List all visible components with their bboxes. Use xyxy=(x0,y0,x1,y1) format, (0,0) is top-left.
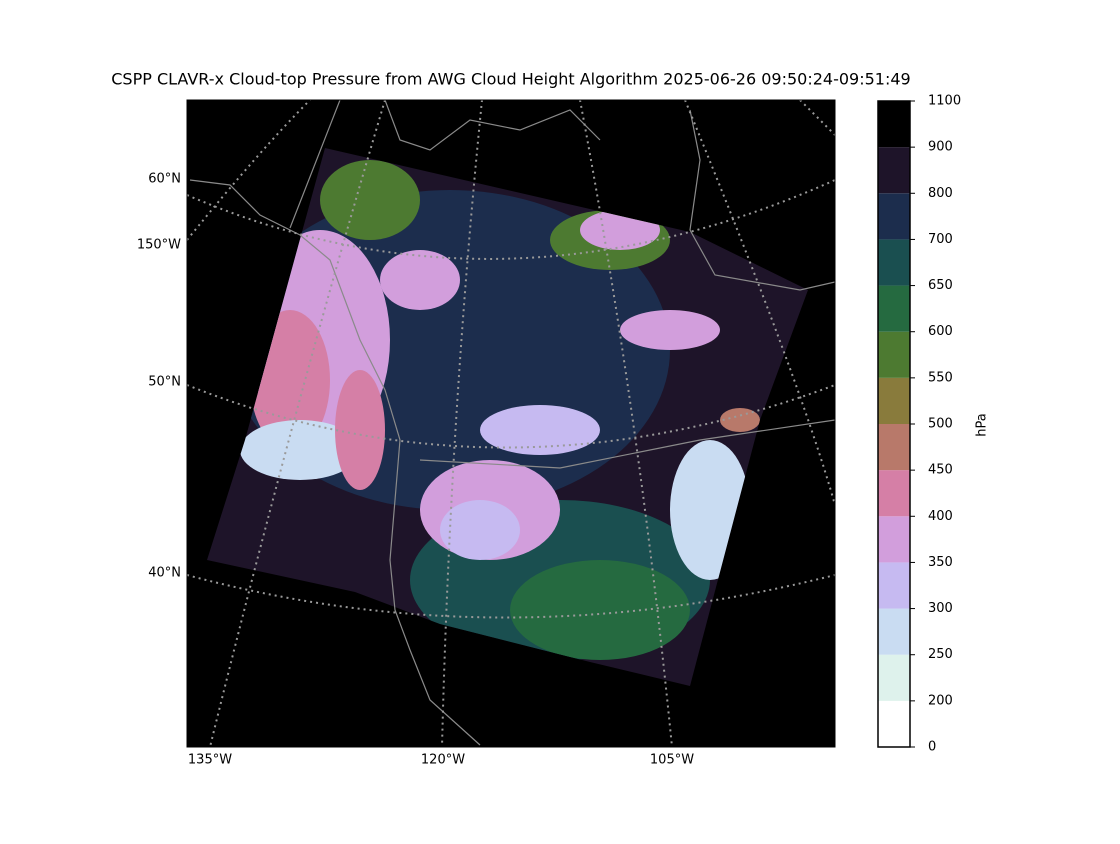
colorbar-segment xyxy=(878,285,910,332)
colorbar-tick-label: 0 xyxy=(928,740,936,755)
colorbar-tick-label: 400 xyxy=(928,509,953,524)
lat-label: 40°N xyxy=(148,566,181,581)
colorbar-tick-label: 650 xyxy=(928,278,953,293)
colorbar-segment xyxy=(878,654,910,701)
lat-label: 50°N xyxy=(148,375,181,390)
colorbar-segment xyxy=(878,424,910,471)
colorbar-tick-label: 1100 xyxy=(928,94,961,109)
lat-label: 60°N xyxy=(148,172,181,187)
colorbar-segment xyxy=(878,193,910,240)
colorbar-tick-label: 900 xyxy=(928,140,953,155)
map xyxy=(187,100,835,747)
colorbar-tick-label: 500 xyxy=(928,417,953,432)
colorbar-segment xyxy=(878,608,910,655)
map-frame xyxy=(186,99,836,748)
lon-label: 150°W xyxy=(137,238,181,253)
colorbar-tick-label: 700 xyxy=(928,232,953,247)
colorbar-tick-label: 300 xyxy=(928,601,953,616)
colorbar-segment xyxy=(878,147,910,194)
colorbar: 0 200 250 300 350 400 450 500 550 600 650 700 800 900… xyxy=(877,94,961,755)
colorbar-tick-label: 200 xyxy=(928,693,953,708)
colorbar-segment xyxy=(878,331,910,378)
colorbar-segment xyxy=(878,101,910,148)
colorbar-tick-label: 250 xyxy=(928,647,953,662)
colorbar-label: hPa xyxy=(975,413,990,436)
map-title: CSPP CLAVR-x Cloud-top Pressure from AWG… xyxy=(111,70,910,89)
colorbar-tick-label: 800 xyxy=(928,186,953,201)
colorbar-tick-label: 350 xyxy=(928,555,953,570)
colorbar-segment xyxy=(878,700,910,747)
lon-label: 120°W xyxy=(421,753,465,768)
colorbar-segment xyxy=(878,562,910,609)
colorbar-tick-label: 450 xyxy=(928,463,953,478)
lon-label: 135°W xyxy=(188,753,232,768)
colorbar-segment xyxy=(878,516,910,563)
colorbar-segment xyxy=(878,470,910,517)
lon-label: 105°W xyxy=(650,753,694,768)
colorbar-segment xyxy=(878,239,910,286)
colorbar-tick-label: 600 xyxy=(928,324,953,339)
colorbar-segment xyxy=(878,377,910,424)
colorbar-tick-label: 550 xyxy=(928,370,953,385)
